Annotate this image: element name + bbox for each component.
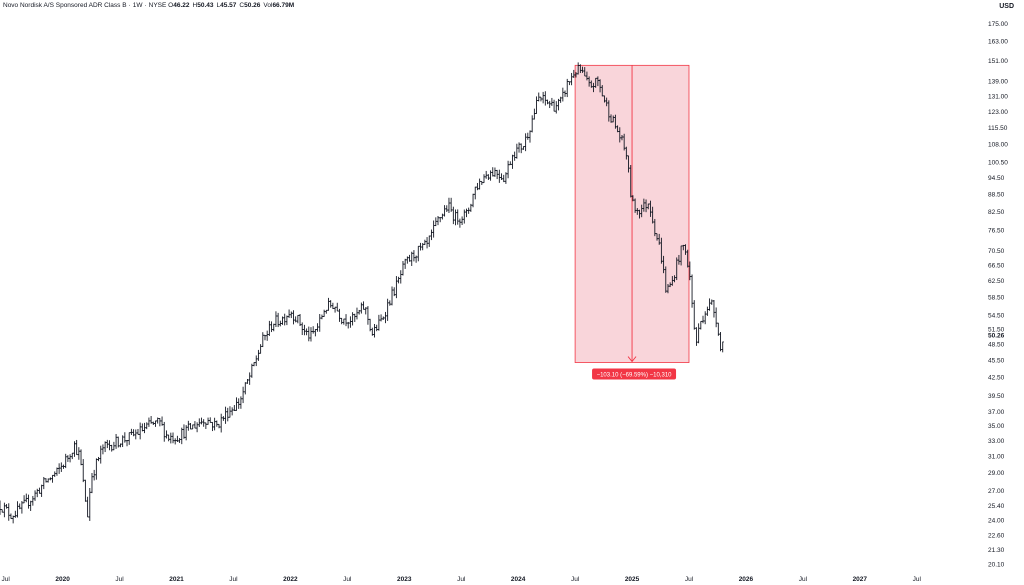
time-tick-label-4: Jul (229, 576, 238, 583)
interval-label[interactable]: 1W (132, 2, 143, 9)
price-tick-label-9: 94.50 (988, 175, 1005, 182)
price-tick-label-18: 51.50 (988, 327, 1005, 334)
price-tick-label-26: 31.00 (988, 453, 1005, 460)
symbol-title[interactable]: Novo Nordisk A/S Sponsored ADR Class B (3, 2, 127, 9)
price-tick-label-1: 163.00 (988, 39, 1008, 46)
volume-value: 66.79M (272, 2, 295, 9)
price-tick-label-4: 131.00 (988, 93, 1008, 100)
price-tick-label-23: 37.00 (988, 409, 1005, 416)
close-value: 50.26 (244, 2, 261, 9)
low-value: 45.57 (220, 2, 237, 9)
price-tick-label-7: 108.00 (988, 142, 1008, 149)
price-tick-label-0: 175.00 (988, 21, 1008, 28)
time-tick-label-7: 2023 (397, 576, 412, 583)
price-tick-label-21: 42.50 (988, 375, 1005, 382)
open-value: 46.22 (173, 2, 190, 9)
price-tick-label-8: 100.50 (988, 160, 1008, 167)
price-tick-label-19: 48.50 (988, 342, 1005, 349)
time-tick-label-2: Jul (115, 576, 124, 583)
chart-header: Novo Nordisk A/S Sponsored ADR Class B · 1… (3, 2, 295, 9)
time-tick-label-11: 2025 (625, 576, 640, 583)
price-tick-label-11: 82.50 (988, 209, 1005, 216)
price-tick-label-29: 25.40 (988, 503, 1005, 510)
time-tick-label-1: 2020 (55, 576, 70, 583)
price-tick-label-22: 39.50 (988, 393, 1005, 400)
time-tick-label-16: Jul (913, 576, 922, 583)
open-label: O (168, 2, 174, 9)
time-tick-label-14: Jul (799, 576, 808, 583)
volume-label: Vol (263, 2, 273, 9)
time-tick-label-10: Jul (571, 576, 580, 583)
low-label: L (216, 2, 221, 9)
price-tick-label-17: 54.50 (988, 312, 1005, 319)
time-tick-label-3: 2021 (169, 576, 184, 583)
high-value: 50.43 (197, 2, 214, 9)
price-tick-label-32: 21.30 (988, 547, 1005, 554)
price-tick-label-12: 76.50 (988, 228, 1005, 235)
last-price-label: 50.26 (988, 333, 1005, 340)
price-tick-label-16: 58.50 (988, 295, 1005, 302)
time-tick-label-9: 2024 (511, 576, 526, 583)
measure-label: −103.10 (−69.59%) −10,310 (597, 373, 673, 379)
price-tick-label-30: 24.00 (988, 517, 1005, 524)
price-tick-label-2: 151.00 (988, 58, 1008, 65)
measure-label-box (592, 368, 677, 380)
price-tick-label-6: 115.50 (988, 125, 1008, 132)
price-tick-label-20: 45.50 (988, 358, 1005, 365)
exchange-label: NYSE (148, 2, 167, 9)
price-tick-label-28: 27.00 (988, 488, 1005, 495)
price-tick-label-14: 66.50 (988, 263, 1005, 270)
high-label: H (192, 2, 198, 9)
price-tick-label-15: 62.50 (988, 278, 1005, 285)
close-label: C (239, 2, 245, 9)
time-tick-label-8: Jul (457, 576, 466, 583)
price-tick-label-10: 88.50 (988, 191, 1005, 198)
price-tick-label-33: 20.10 (988, 562, 1005, 569)
price-tick-label-31: 22.60 (988, 532, 1005, 539)
measure-arrow-head (627, 356, 637, 363)
time-tick-label-0: Jul (2, 576, 11, 583)
price-tick-label-5: 123.00 (988, 109, 1008, 116)
price-tick-label-3: 139.00 (988, 79, 1008, 86)
currency-label[interactable]: USD (999, 3, 1014, 10)
price-tick-label-27: 29.00 (988, 470, 1005, 477)
time-tick-label-5: 2022 (283, 576, 298, 583)
price-tick-label-25: 33.00 (988, 438, 1005, 445)
time-tick-label-15: 2027 (853, 576, 868, 583)
time-tick-label-12: Jul (685, 576, 694, 583)
price-tick-label-24: 35.00 (988, 423, 1005, 430)
time-tick-label-6: Jul (343, 576, 352, 583)
time-tick-label-13: 2026 (739, 576, 754, 583)
price-tick-label-13: 70.50 (988, 248, 1005, 255)
